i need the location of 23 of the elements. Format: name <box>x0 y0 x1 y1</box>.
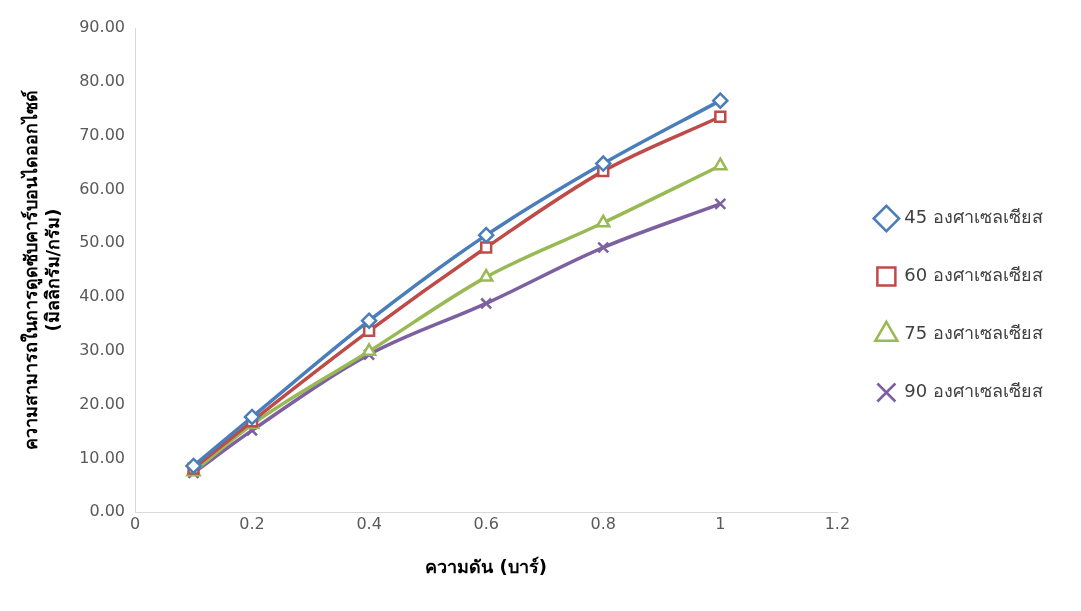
x-tick-label: 0.8 <box>590 513 616 533</box>
x-tick-label: 0.6 <box>473 513 499 533</box>
legend-label: 75 องศาเซลเซียส <box>904 322 1044 344</box>
x-axis-title: ความดัน (บาร์) <box>425 555 548 577</box>
y-tick-label: 80.00 <box>79 70 125 90</box>
y-tick-label: 70.00 <box>79 124 125 144</box>
y-tick-label: 0.00 <box>89 501 125 521</box>
y-tick-label: 40.00 <box>79 286 125 306</box>
x-tick-label: 1 <box>715 513 726 533</box>
y-tick-label: 30.00 <box>79 339 125 359</box>
y-tick-label: 10.00 <box>79 447 125 467</box>
x-tick-label: 0.2 <box>239 513 265 533</box>
legend-label: 90 องศาเซลเซียส <box>904 380 1044 402</box>
y-tick-label: 90.00 <box>79 17 125 37</box>
y-tick-label: 20.00 <box>79 393 125 413</box>
legend-label: 60 องศาเซลเซียส <box>904 264 1044 286</box>
y-tick-label: 50.00 <box>79 232 125 252</box>
x-tick-label: 1.2 <box>824 513 851 533</box>
legend-label: 45 องศาเซลเซียส <box>904 206 1044 228</box>
y-tick-label: 60.00 <box>79 178 125 198</box>
x-tick-label: 0.4 <box>356 513 382 533</box>
y-axis-title: ความสามารถในการดูดซับคาร์บอนไดออกไซด์ (มิลลิกรัม/กรัม) <box>20 90 64 451</box>
x-tick-label: 0 <box>129 513 141 533</box>
